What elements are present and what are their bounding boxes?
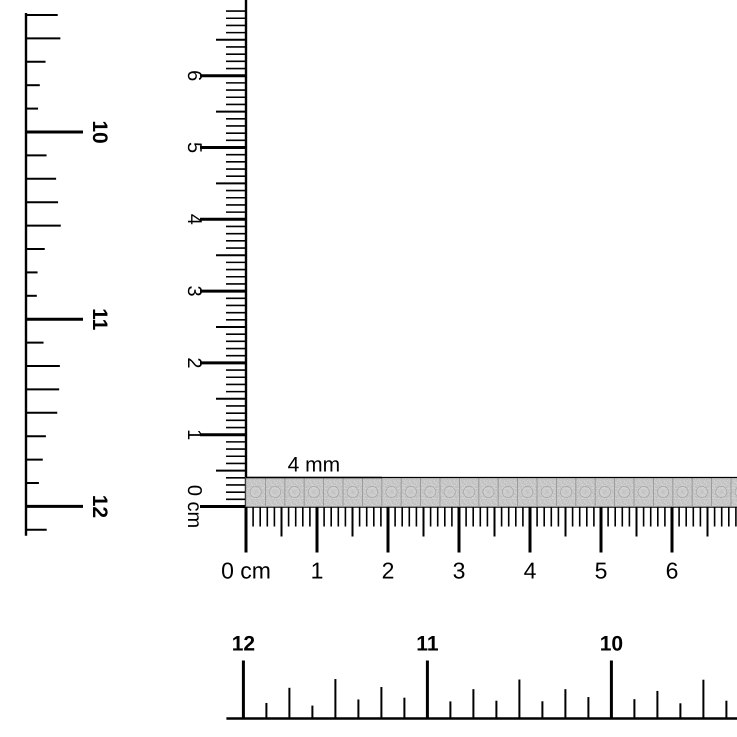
svg-text:6: 6: [666, 558, 679, 584]
svg-text:3: 3: [183, 286, 205, 297]
svg-text:2: 2: [183, 357, 205, 368]
svg-text:4: 4: [524, 558, 537, 584]
svg-text:12: 12: [232, 633, 255, 656]
svg-text:3: 3: [453, 558, 466, 584]
svg-text:1: 1: [311, 558, 324, 584]
svg-text:11: 11: [88, 308, 111, 331]
svg-text:5: 5: [183, 142, 205, 153]
svg-text:4 mm: 4 mm: [288, 454, 341, 477]
svg-text:10: 10: [600, 633, 623, 656]
svg-text:0 cm: 0 cm: [221, 558, 271, 584]
svg-text:12: 12: [88, 495, 111, 518]
svg-text:5: 5: [595, 558, 608, 584]
svg-text:4: 4: [183, 214, 205, 225]
svg-text:2: 2: [382, 558, 395, 584]
svg-text:0 cm: 0 cm: [183, 485, 205, 528]
svg-text:1: 1: [183, 429, 205, 440]
svg-text:11: 11: [416, 633, 439, 656]
svg-text:10: 10: [88, 120, 111, 143]
svg-text:6: 6: [183, 70, 205, 81]
